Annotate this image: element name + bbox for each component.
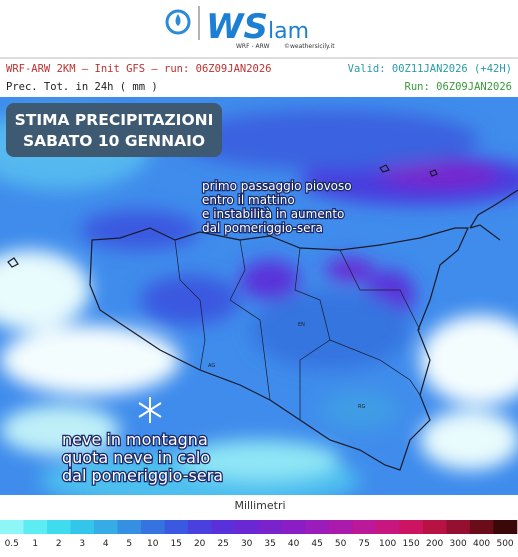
legend-swatch [305,520,330,534]
legend-swatch [422,520,447,534]
islands [7,164,438,268]
legend-label: 200 [426,539,443,549]
legend-swatch [23,520,48,534]
legend-swatch [493,520,518,534]
note-snow: quota neve in calo [62,448,210,467]
coastlines [7,164,518,471]
legend-label: 500 [496,539,513,549]
map-title: SABATO 10 GENNAIO [23,132,205,150]
sicily-coast [89,227,469,471]
legend-swatch [234,520,259,534]
logo-drop [175,14,181,26]
legend-swatch [469,520,494,534]
legend-swatch [140,520,165,534]
legend-label: 10 [147,539,159,549]
legend-label: 4 [103,539,109,549]
note-rain: primo passaggio piovoso [202,179,352,193]
title-box [6,103,222,157]
legend-label: 75 [358,539,369,549]
logo-site: ©weathersicily.it [284,43,335,50]
legend-swatch [258,520,283,534]
logo-brand: WS [206,7,268,47]
header-run: Run: 06Z09JAN2026 [405,81,512,93]
province-label: EN [298,322,305,328]
map: EN AG RG STIMA PRECIPITAZIONI SABATO 10 … [0,97,518,495]
legend-label: 45 [311,539,322,549]
legend-swatch [281,520,306,534]
note-rain: dal pomeriggio-sera [202,221,323,235]
legend-label: 15 [170,539,181,549]
legend-swatch [117,520,142,534]
note-snow: dal pomeriggio-sera [62,466,223,485]
legend-swatch [399,520,424,534]
legend-swatch [164,520,189,534]
snowflake-icon [138,397,162,423]
legend-label: 150 [403,539,420,549]
logo-icon [165,9,191,35]
logo-model: WRF - ARW [236,43,270,50]
legend-label: 1 [32,539,38,549]
legend-swatch [328,520,353,534]
legend-label: 3 [79,539,85,549]
legend-swatch [0,520,24,534]
legend-label: 5 [126,539,132,549]
header-field: Prec. Tot. in 24h ( mm ) [6,81,158,93]
header-valid: Valid: 00Z11JAN2026 (+42H) [348,63,512,75]
logo: WS lam WRF - ARW ©weathersicily.it [165,6,335,50]
legend-label: 40 [288,539,300,549]
legend-label: 0.5 [5,539,19,549]
legend: 0.5 1 2 3 4 5 10 15 20 25 30 35 40 45 50 75 100 150 200 300… [0,520,518,549]
legend-swatch [93,520,118,534]
note-snow: neve in montagna [62,430,208,449]
map-title: STIMA PRECIPITAZIONI [15,111,214,129]
legend-label: 35 [264,539,275,549]
legend-label: 30 [241,539,253,549]
note-rain: e instabilità in aumento [202,207,344,221]
legend-swatch [211,520,236,534]
legend-title: Millimetri [234,499,285,512]
legend-swatch [352,520,377,534]
province-label: RG [358,404,365,410]
precip-field [0,110,518,495]
header-model: WRF-ARW 2KM – Init GFS – run: 06Z09JAN20… [6,63,272,75]
legend-label: 100 [379,539,396,549]
province-borders [174,239,421,420]
legend-label: 2 [56,539,62,549]
note-rain: entro il mattino [202,193,295,207]
province-label: AG [208,363,215,369]
legend-label: 25 [217,539,228,549]
legend-swatch [46,520,71,534]
calabria-coast [469,189,518,241]
logo-suffix: lam [268,19,309,44]
legend-label: 50 [335,539,347,549]
legend-swatch [187,520,212,534]
legend-swatch [70,520,95,534]
legend-swatch [375,520,400,534]
legend-swatch [446,520,471,534]
legend-label: 400 [473,539,490,549]
legend-label: 300 [450,539,467,549]
legend-label: 20 [194,539,206,549]
